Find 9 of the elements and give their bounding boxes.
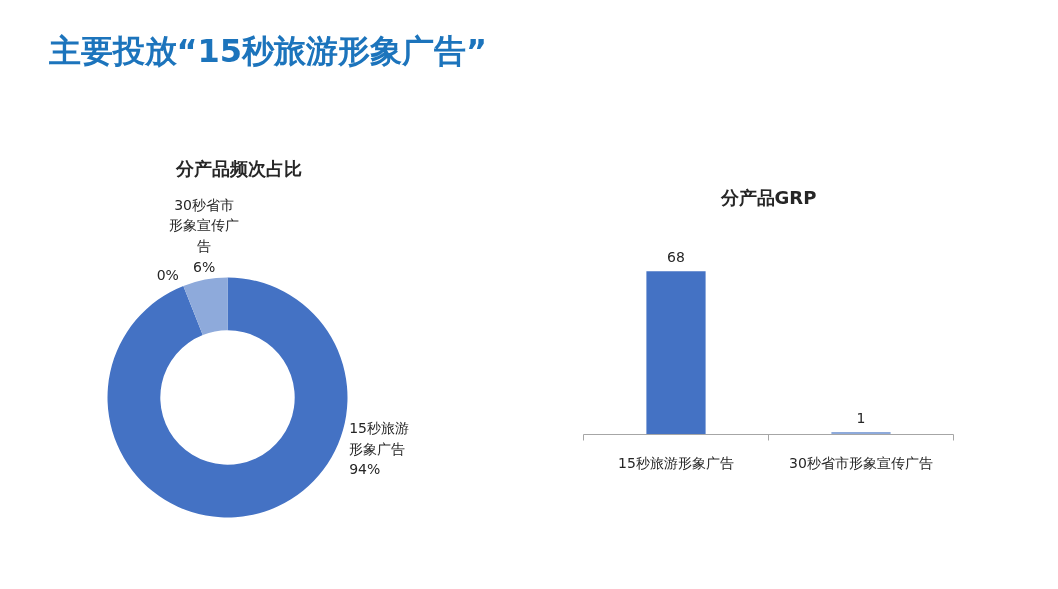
data-label: 94% xyxy=(349,461,381,478)
data-label: 1 xyxy=(856,410,866,427)
chart-title: 分产品频次占比 xyxy=(174,158,302,179)
text: 主要投放“15秒旅游形象广告” xyxy=(47,31,488,70)
text: 0% xyxy=(156,266,179,283)
slice-label: 30秒省市形象宣传广告 xyxy=(169,196,240,255)
chart-title: 分产品GRP xyxy=(719,186,817,208)
data-label: 68 xyxy=(667,249,685,266)
data-label: 6% xyxy=(193,258,216,275)
